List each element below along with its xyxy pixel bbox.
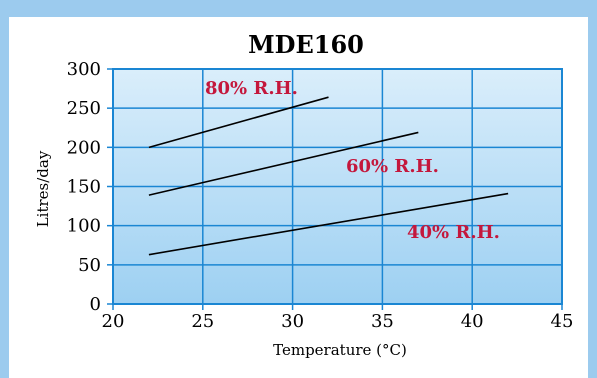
labels-group: 80% R.H. 60% R.H. 40% R.H. <box>205 78 500 243</box>
series-group <box>148 96 509 256</box>
tick-label-y: 150 <box>67 177 101 198</box>
plot-border <box>112 68 563 305</box>
series-line <box>148 131 419 196</box>
tick-label-y: 100 <box>67 216 101 237</box>
x-axis-label: Temperature (°C) <box>273 341 407 359</box>
tick-label-x: 20 <box>102 311 125 332</box>
chart-title: MDE160 <box>248 30 364 59</box>
y-axis-label: Litres/day <box>34 150 52 227</box>
series-label: 60% R.H. <box>346 156 439 177</box>
series-line <box>148 192 509 256</box>
series-line <box>148 96 329 149</box>
tick-label-x: 45 <box>551 311 574 332</box>
axes: 20 25 30 35 40 45 0 50 100 150 200 250 300 <box>67 59 574 332</box>
tick-label-x: 30 <box>281 311 304 332</box>
tick-label-x: 35 <box>371 311 394 332</box>
tick-label-x: 40 <box>461 311 484 332</box>
tick-label-y: 300 <box>67 59 101 80</box>
tick-label-y: 50 <box>78 255 101 276</box>
series-label: 80% R.H. <box>205 78 298 99</box>
tick-label-x: 25 <box>191 311 214 332</box>
series-label: 40% R.H. <box>407 222 500 243</box>
tick-label-y: 0 <box>90 294 101 315</box>
tick-label-y: 250 <box>67 98 101 119</box>
tick-label-y: 200 <box>67 137 101 158</box>
